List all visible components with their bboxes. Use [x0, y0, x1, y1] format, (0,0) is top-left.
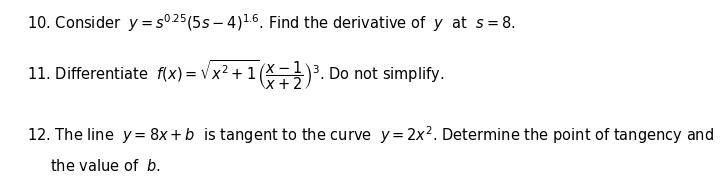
Text: 10. Consider  $y = s^{0.25}(5s-4)^{1.6}$. Find the derivative of  $y$  at  $s = : 10. Consider $y = s^{0.25}(5s-4)^{1.6}$.… — [27, 12, 516, 34]
Text: 11. Differentiate  $f(x) = \sqrt{x^2+1}\left(\dfrac{x-1}{x+2}\right)^{3}$. Do no: 11. Differentiate $f(x) = \sqrt{x^2+1}\l… — [27, 58, 444, 92]
Text: 12. The line  $y = 8x + b$  is tangent to the curve  $y = 2x^2$. Determine the p: 12. The line $y = 8x + b$ is tangent to … — [27, 124, 714, 145]
Text: the value of  $b$.: the value of $b$. — [50, 158, 161, 174]
